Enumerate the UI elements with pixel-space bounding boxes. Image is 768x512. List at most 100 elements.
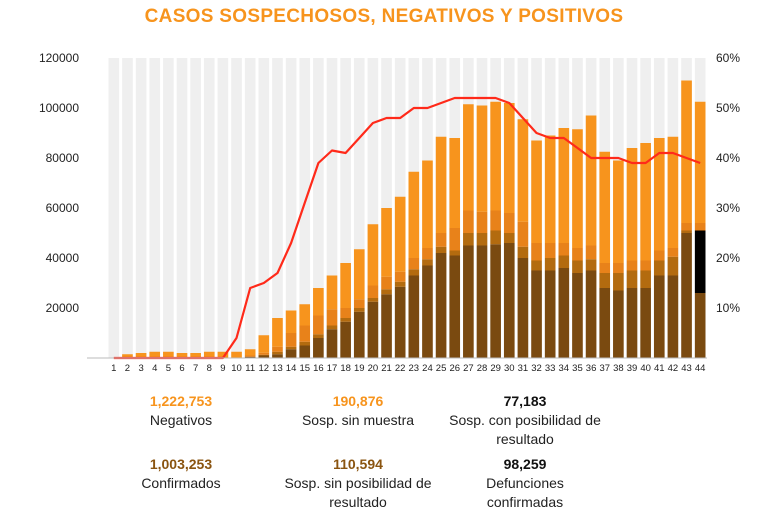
bar-segment	[299, 341, 311, 346]
bar-segment	[272, 351, 283, 355]
bar-segment	[449, 250, 461, 256]
bar-segment	[585, 245, 597, 260]
bar-segment	[667, 256, 679, 276]
bar-segment	[394, 281, 406, 287]
bar-segment	[135, 353, 147, 358]
bar-segment	[435, 253, 447, 358]
stat-label: Confirmados	[141, 475, 221, 491]
x-tick-label: 21	[381, 363, 392, 374]
bar-segment	[258, 352, 270, 355]
bar-segment	[353, 299, 365, 308]
bar-segment	[517, 246, 529, 258]
bar-segment	[558, 243, 570, 256]
bar-segment	[176, 353, 188, 358]
bar-segment	[585, 270, 597, 358]
bar-segment	[244, 356, 256, 358]
x-tick-label: 27	[463, 363, 474, 374]
bar-segment	[667, 248, 679, 257]
bar-segment	[449, 228, 461, 251]
bar-segment	[326, 309, 338, 326]
bar-segment	[503, 243, 515, 358]
column-band	[244, 58, 256, 358]
bar-segment	[422, 265, 433, 358]
bar-segment	[449, 138, 461, 228]
bar-segment	[613, 290, 624, 358]
bar-segment	[326, 275, 338, 310]
column-band	[313, 58, 324, 358]
bar-segment	[613, 263, 624, 273]
column-band	[176, 58, 188, 358]
column-band	[122, 58, 133, 358]
bar-segment	[640, 260, 651, 271]
bar-segment	[694, 230, 706, 293]
bar-segment	[476, 233, 488, 246]
bar-segment	[422, 160, 433, 248]
bar-segment	[544, 135, 556, 243]
bar-segment	[585, 259, 597, 271]
x-tick-label: 30	[504, 363, 515, 374]
bar-segment	[422, 248, 433, 260]
bar-segment	[272, 354, 283, 358]
y-tick-label: 60000	[46, 201, 80, 215]
stat-label: Sosp. sin posibilidad de resultado	[284, 475, 432, 510]
bar-segment	[394, 271, 406, 282]
bar-segment	[313, 334, 324, 338]
bar-segment	[408, 269, 420, 276]
bar-segment	[299, 304, 311, 326]
bar-segment	[367, 298, 379, 302]
bar-segment	[435, 246, 447, 253]
bar-segment	[572, 129, 583, 248]
column-band	[326, 58, 338, 358]
bar-segment	[353, 308, 365, 312]
bar-segment	[653, 138, 665, 251]
x-tick-label: 2	[125, 363, 130, 374]
x-tick-label: 42	[668, 363, 679, 374]
bar-segment	[258, 355, 270, 358]
x-tick-label: 14	[286, 363, 297, 374]
column-band	[340, 58, 351, 358]
bar-segment	[585, 115, 597, 246]
bar-segment	[640, 143, 651, 261]
column-band	[272, 58, 283, 358]
column-band	[190, 58, 201, 358]
bar-segment	[694, 223, 706, 231]
bar-segment	[244, 349, 256, 356]
bar-segment	[285, 349, 297, 358]
bar-segment	[258, 354, 270, 356]
stat-value: 1,222,753	[149, 393, 213, 409]
bar-segment	[667, 136, 679, 248]
stat-label: Negativos	[149, 412, 213, 428]
bar-segment	[313, 338, 324, 358]
bar-segment	[258, 335, 270, 353]
y2-tick-label: 20%	[716, 251, 740, 265]
bar-segment	[381, 289, 392, 295]
x-tick-label: 25	[436, 363, 447, 374]
bar-segment	[476, 105, 488, 212]
bar-segment	[572, 260, 583, 273]
x-tick-label: 10	[231, 363, 242, 374]
bar-segment	[149, 351, 161, 358]
x-tick-label: 29	[490, 363, 501, 374]
bar-segment	[653, 275, 665, 358]
bar-segment	[558, 128, 570, 243]
stat-label: Sosp. sin muestra	[301, 412, 415, 428]
stat-value: 77,183	[503, 393, 547, 409]
x-tick-label: 24	[422, 363, 433, 374]
y2-tick-label: 10%	[716, 301, 740, 315]
bar-segment	[353, 311, 365, 358]
bar-segment	[544, 270, 556, 358]
x-tick-label: 6	[179, 363, 184, 374]
y2-tick-label: 60%	[716, 51, 740, 65]
bar-segment	[190, 353, 201, 358]
bar-segment	[463, 245, 474, 358]
stat-value: 110,594	[333, 456, 383, 472]
bar-segment	[613, 273, 624, 291]
stat-sosp-sin-muestra: 190,876 Sosp. sin muestra	[258, 392, 458, 430]
x-tick-label: 36	[586, 363, 597, 374]
bar-segment	[626, 288, 638, 358]
bar-segment	[122, 354, 133, 358]
column-band	[135, 58, 147, 358]
stat-label: Sosp. con posibilidad de resultado	[449, 412, 601, 447]
bar-segment	[558, 268, 570, 358]
x-tick-label: 20	[368, 363, 379, 374]
